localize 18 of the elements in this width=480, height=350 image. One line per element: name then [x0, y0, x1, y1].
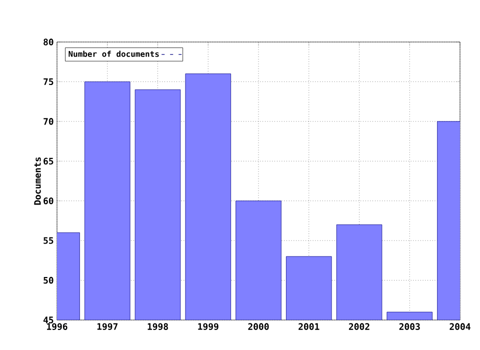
- y-tick-label: 70: [44, 118, 54, 125]
- y-tick-label: 80: [44, 38, 54, 46]
- y-tick-label: 75: [44, 78, 54, 86]
- x-tick-label: 1999: [198, 323, 218, 330]
- x-tick-label: 2001: [298, 323, 320, 330]
- x-tick-label: 2003: [399, 323, 420, 330]
- x-tick-label: 1996: [47, 323, 68, 330]
- x-tick-label: 2000: [248, 323, 269, 330]
- x-tick-label: 2002: [348, 323, 370, 330]
- x-tick-label: 1997: [97, 323, 118, 330]
- y-tick-label: 65: [44, 158, 54, 165]
- x-tick-label: 2004: [450, 323, 470, 330]
- x-tick-label: 1998: [148, 323, 168, 330]
- y-tick-label: 50: [44, 276, 54, 284]
- y-tick-label: 55: [44, 237, 54, 244]
- y-axis-title: Documents: [34, 157, 41, 205]
- y-tick-label: 45: [43, 316, 54, 324]
- y-tick-label: 60: [44, 197, 54, 204]
